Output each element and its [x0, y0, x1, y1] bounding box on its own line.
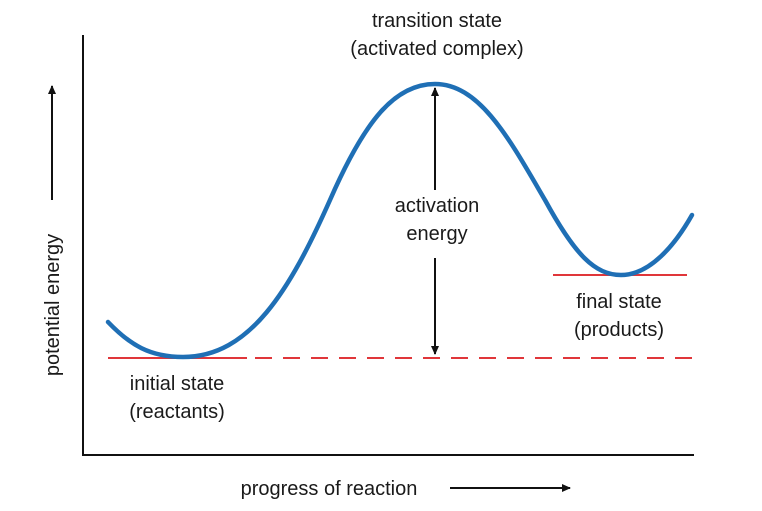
final-state-sublabel: (products): [574, 319, 664, 341]
y-axis-label: potential energy: [42, 234, 64, 376]
initial-state-sublabel: (reactants): [129, 401, 225, 423]
x-axis-label: progress of reaction: [241, 478, 418, 500]
transition-state-sublabel: (activated complex): [350, 38, 523, 60]
transition-state-label: transition state: [372, 10, 502, 32]
activation-energy-label: activation: [395, 195, 480, 217]
activation-energy-label-2: energy: [406, 223, 467, 245]
energy-curve: [105, 81, 695, 360]
initial-state-label: initial state: [130, 373, 225, 395]
final-state-label: final state: [576, 291, 662, 313]
